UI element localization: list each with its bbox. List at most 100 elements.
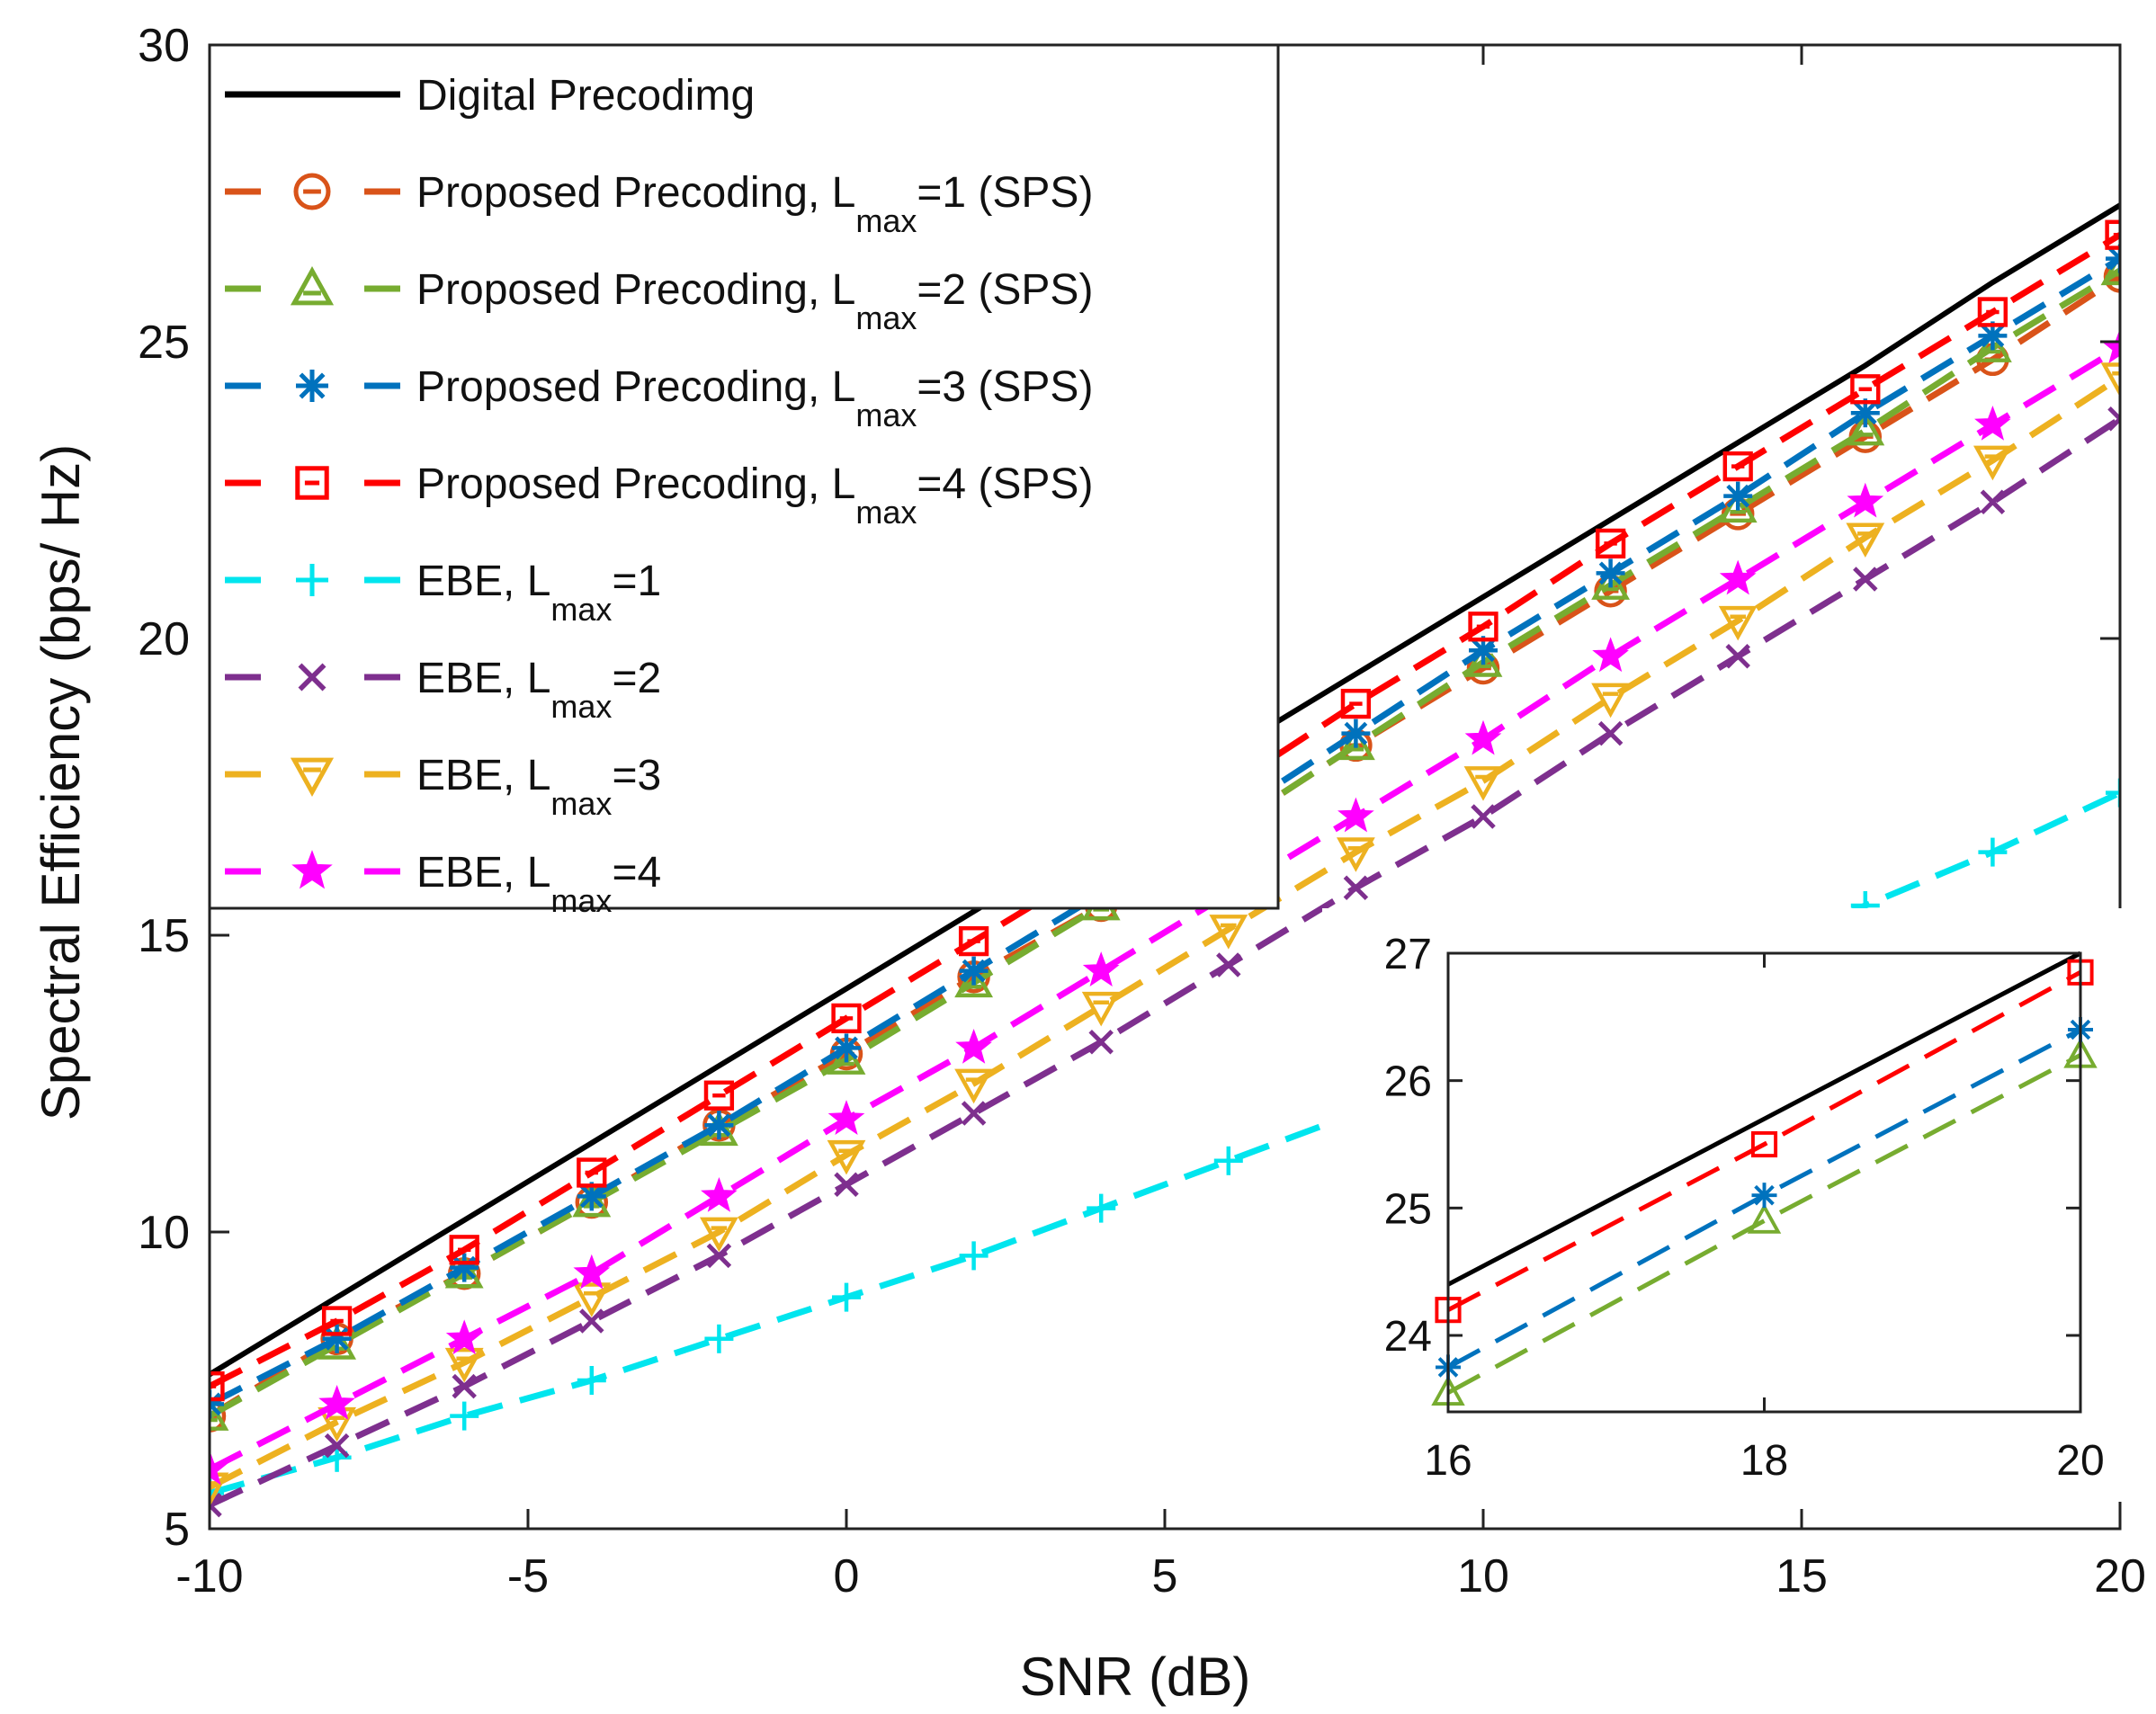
series-9-point	[1337, 797, 1374, 833]
inset-y-tick-label: 24	[1384, 1313, 1432, 1361]
series-6-point	[1978, 837, 2008, 867]
series-5-point	[2105, 219, 2120, 250]
series-8-point	[954, 1068, 994, 1104]
inset-series-line-2	[1446, 1053, 2082, 1395]
series-4-point	[1469, 636, 1498, 665]
series-8-point	[1973, 445, 2012, 481]
series-5-point	[1468, 612, 1498, 642]
series-5-point	[958, 925, 989, 957]
series-5-point	[1340, 688, 1372, 719]
series-4-point	[832, 1033, 861, 1063]
series-5-point	[1977, 297, 2008, 327]
series-8-point	[2100, 362, 2120, 397]
y-tick-label: 25	[138, 317, 190, 369]
series-5-point	[449, 1235, 479, 1265]
inset-y-tick-label: 26	[1384, 1058, 1432, 1106]
legend-marker	[296, 370, 328, 402]
series-7-point	[1597, 720, 1624, 746]
series-4-point	[704, 1111, 734, 1140]
series-5-point	[321, 1306, 353, 1336]
series-6-point	[577, 1366, 606, 1395]
series-4-point	[959, 956, 989, 986]
series-7-point	[579, 1308, 604, 1334]
inset-series-line-3	[1446, 1027, 2082, 1370]
series-3-point	[1846, 410, 1885, 446]
series-6-point	[450, 1401, 479, 1431]
inset-series-2-point	[1747, 1203, 1782, 1234]
series-9-point	[318, 1384, 355, 1420]
series-line-9	[210, 344, 2120, 1473]
series-4-point	[1341, 719, 1371, 748]
x-tick-label: -10	[175, 1550, 243, 1602]
series-8-point	[699, 1217, 738, 1253]
series-4-point	[2106, 244, 2120, 273]
series-7-point	[706, 1243, 732, 1269]
series-7-point	[1088, 1030, 1114, 1055]
inset-x-tick-label: 20	[2056, 1437, 2104, 1485]
series-7-point	[1343, 875, 1369, 900]
series-7-point	[1725, 644, 1750, 669]
inset-y-tick-label: 27	[1384, 931, 1432, 978]
series-7-point	[961, 1101, 987, 1126]
series-9-point	[1847, 482, 1884, 518]
series-7-point	[210, 1492, 222, 1518]
series-5-point	[703, 1080, 735, 1111]
series-8-point	[1591, 683, 1631, 719]
series-6-point	[832, 1282, 861, 1312]
series-8-point	[572, 1282, 612, 1317]
legend-marker	[291, 850, 333, 889]
inset-series-4-point	[1750, 1130, 1778, 1158]
series-7-point	[1471, 804, 1496, 829]
series-5-point	[1850, 374, 1881, 405]
series-8-point	[444, 1347, 484, 1383]
series-8-point	[827, 1139, 866, 1175]
legend-marker	[293, 173, 331, 210]
series-7-point	[324, 1433, 350, 1459]
series-7-point	[2107, 406, 2120, 432]
series-6-point	[704, 1324, 734, 1353]
series-6-point	[2106, 778, 2120, 808]
inset-series-line-1	[1446, 951, 2082, 1287]
inset-series-line-4	[1446, 970, 2082, 1312]
series-7-point	[1980, 489, 2006, 514]
series-6-point	[1087, 1193, 1116, 1223]
y-tick-label: 15	[138, 910, 190, 962]
series-9-point	[1464, 719, 1502, 755]
series-5-point	[1722, 451, 1753, 482]
series-4-point	[1723, 481, 1753, 511]
series-9-point	[1592, 637, 1629, 673]
y-tick-label: 20	[138, 613, 190, 665]
x-tick-label: 20	[2094, 1550, 2146, 1602]
series-6-point	[1213, 1146, 1243, 1175]
series-7-point	[1853, 567, 1878, 592]
series-5-point	[577, 1157, 607, 1188]
legend-entry-1: Digital Precodimg	[225, 72, 755, 120]
x-tick-label: 0	[834, 1550, 860, 1602]
series-7-point	[452, 1373, 477, 1399]
series-7-point	[834, 1172, 859, 1197]
x-tick-label: 5	[1152, 1550, 1178, 1602]
series-9-point	[1082, 951, 1120, 986]
series-7-point	[1216, 952, 1241, 978]
series-8-point	[1336, 837, 1375, 872]
x-axis-label: SNR (dB)	[1020, 1647, 1251, 1707]
series-9-point	[701, 1176, 738, 1212]
y-tick-label: 5	[164, 1504, 190, 1556]
series-line-8	[210, 374, 2120, 1490]
legend-marker	[296, 564, 328, 596]
series-9-point	[210, 1450, 228, 1486]
y-tick-label: 30	[138, 20, 190, 72]
legend-marker	[295, 466, 329, 500]
x-tick-label: 10	[1457, 1550, 1509, 1602]
series-8-point	[1718, 605, 1758, 641]
series-8-point	[1463, 766, 1503, 801]
y-tick-label: 10	[138, 1207, 190, 1259]
series-line-7	[210, 415, 2120, 1508]
series-9-point	[573, 1254, 611, 1290]
series-9-point	[828, 1100, 865, 1135]
series-5-point	[1595, 528, 1626, 559]
x-tick-label: 15	[1776, 1550, 1828, 1602]
x-tick-label: -5	[507, 1550, 549, 1602]
